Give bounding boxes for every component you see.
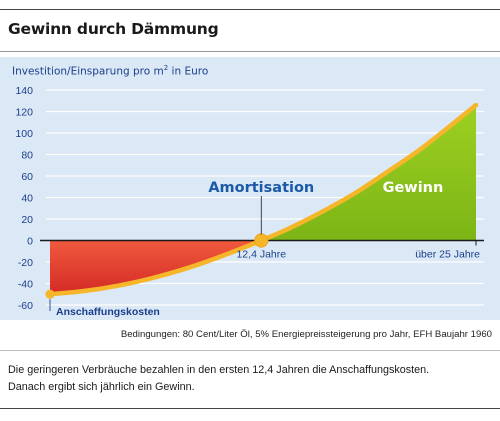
anschaffungskosten-label: Anschaffungskosten [56, 306, 160, 318]
breakeven-point [254, 233, 269, 248]
y-tick-label: 40 [21, 192, 33, 204]
series-lines [45, 102, 479, 311]
start-point [45, 289, 55, 299]
description-line-1: Die geringeren Verbräuche bezahlen in de… [8, 364, 430, 376]
title-rule [0, 51, 500, 52]
y-tick-label: 20 [21, 214, 33, 226]
y-tick-label: 60 [21, 171, 33, 183]
areas [50, 105, 476, 295]
y-tick-label: 100 [15, 128, 33, 140]
conditions-note: Bedingungen: 80 Cent/Liter Öl, 5% Energi… [120, 329, 492, 340]
y-tick-label: 140 [15, 85, 33, 97]
gewinn-label: Gewinn [383, 180, 444, 196]
description: Die geringeren Verbräuche bezahlen in de… [8, 362, 429, 396]
labels: 140 120 100 80 60 40 20 0 -20 -40 -60 12,4 Jahre übe… [15, 85, 480, 318]
y-tick-label: 80 [21, 149, 33, 161]
gain-area [261, 105, 476, 241]
top-rule [0, 9, 500, 10]
bottom-rule [0, 408, 500, 409]
page-title: Gewinn durch Dämmung [8, 20, 219, 38]
loss-area [50, 240, 262, 295]
y-tick-label: -60 [18, 300, 33, 312]
description-line-2: Danach ergibt sich jährlich ein Gewinn. [8, 381, 195, 393]
y-tick-label: -40 [18, 278, 33, 290]
y-tick-label: 0 [27, 235, 33, 247]
amortisation-label: Amortisation [208, 180, 314, 196]
y-tick-label: 120 [15, 106, 33, 118]
x-tick-label: 12,4 Jahre [236, 249, 286, 261]
y-axis-label: Investition/Einsparung pro m2 in Euro [12, 64, 209, 78]
x-tick-label: über 25 Jahre [415, 249, 480, 261]
middle-rule [0, 350, 500, 351]
y-tick-label: -20 [18, 257, 33, 269]
